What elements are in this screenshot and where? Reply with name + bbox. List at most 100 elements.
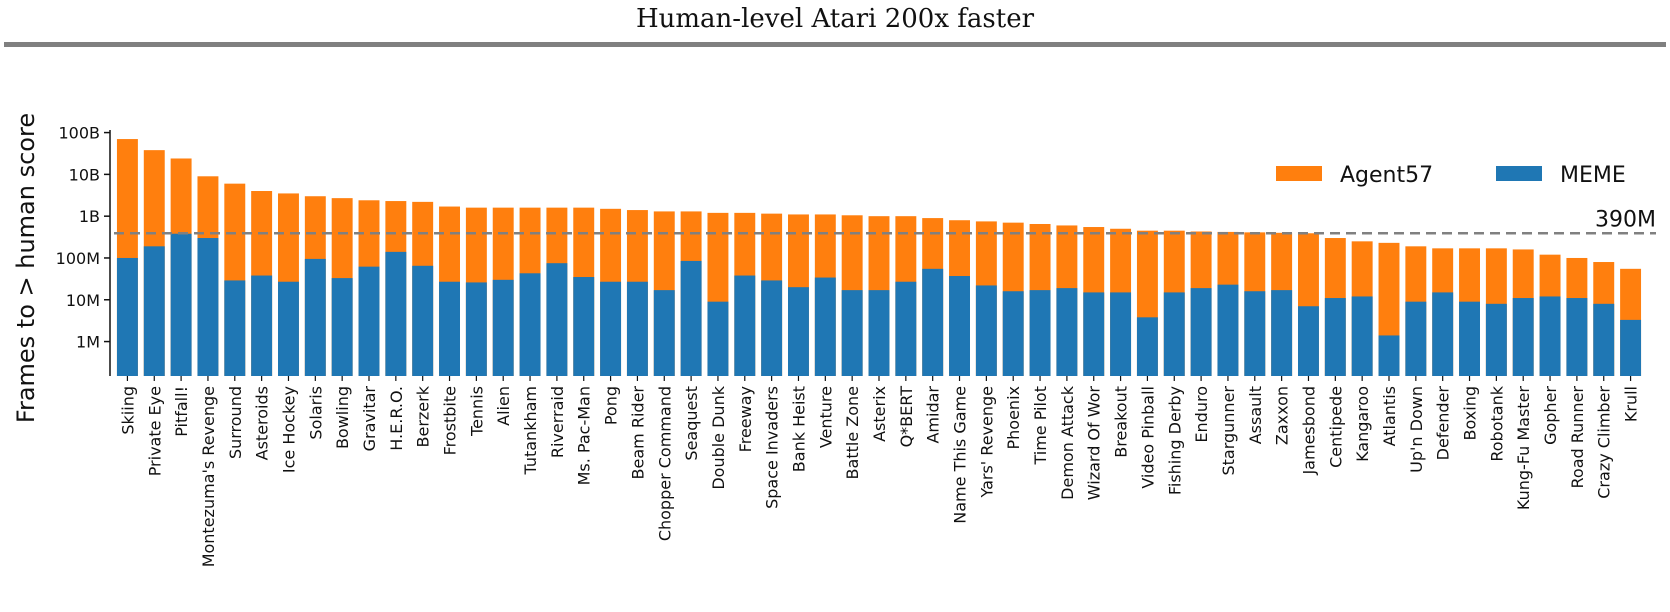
meme-bar-time-pilot (1029, 290, 1051, 376)
meme-bar-space-invaders (761, 280, 783, 376)
meme-bar-name-this-game (949, 276, 970, 376)
meme-bar-pong (600, 281, 622, 376)
y-tick-label: 100B (58, 124, 100, 143)
x-tick-label: Amidar (924, 386, 943, 444)
x-tick-label: Double Dunk (709, 385, 728, 489)
meme-bar-crazy-climber (1593, 303, 1615, 376)
meme-bar-jamesbond (1298, 306, 1319, 376)
y-axis-ticks: 1M 10M 100M 1B 10B 100B (56, 124, 110, 352)
x-tick-label: Atlantis (1380, 386, 1399, 446)
x-tick-label: Gravitar (360, 386, 379, 452)
x-tick-label: Riverraid (548, 386, 567, 458)
x-tick-label: Solaris (306, 386, 325, 440)
x-tick-label: Pitfall! (172, 386, 191, 437)
meme-bar-ice-hockey (278, 281, 299, 376)
x-tick-label: Yars' Revenge (977, 386, 996, 498)
meme-bar-bowling (331, 278, 353, 376)
legend: Agent57 MEME (1276, 163, 1626, 188)
title-divider (4, 42, 1666, 47)
legend-label-meme: MEME (1560, 163, 1626, 188)
y-tick-label: 10M (66, 291, 100, 310)
x-tick-label: Montezuma's Revenge (199, 386, 218, 567)
meme-bar-ms-pac-man (573, 277, 595, 376)
x-tick-label: Ms. Pac-Man (575, 386, 594, 485)
x-tick-label: Berzerk (414, 385, 433, 447)
meme-bar-up-n-down (1405, 301, 1427, 376)
x-tick-label: Name This Game (951, 386, 970, 524)
y-tick-label: 100M (56, 249, 100, 268)
meme-bar-venture (814, 277, 836, 376)
x-tick-label: Tutankham (521, 386, 540, 476)
y-tick-label: 1M (76, 333, 100, 352)
x-tick-label: Demon Attack (1058, 385, 1077, 500)
x-tick-label: Freeway (736, 386, 755, 452)
x-tick-label: Space Invaders (763, 386, 782, 509)
x-tick-label: Surround (226, 386, 245, 459)
x-tick-label: Q*BERT (897, 386, 916, 448)
x-tick-label: Boxing (1461, 386, 1480, 440)
meme-bar-solaris (304, 258, 326, 376)
x-tick-label: Gopher (1541, 386, 1560, 445)
meme-bar-road-runner (1566, 298, 1588, 376)
x-tick-label: Defender (1434, 386, 1453, 461)
x-tick-label: Asteroids (253, 386, 272, 460)
x-tick-label: Asterix (870, 386, 889, 442)
meme-bar-kangaroo (1351, 296, 1373, 376)
meme-bar-asteroids (251, 275, 273, 376)
x-tick-label: Chopper Command (655, 386, 674, 541)
x-tick-label: Crazy Climber (1595, 386, 1614, 499)
meme-bar-asterix (868, 290, 890, 376)
y-tick-label: 1B (79, 207, 100, 226)
x-tick-label: Up'n Down (1407, 386, 1426, 473)
x-tick-label: Skiing (118, 386, 137, 435)
x-axis-labels: Skiing Private Eye Pitfall! Montezuma's Rev… (118, 376, 1641, 567)
meme-bar-tutankham (519, 273, 541, 376)
meme-bar-alien (492, 279, 514, 376)
x-tick-label: Assault (1246, 386, 1265, 444)
meme-bar-breakout (1110, 292, 1132, 376)
meme-bar-boxing (1459, 301, 1480, 376)
meme-bar-wizard-of-wor (1083, 292, 1105, 376)
meme-bar-fishing-derby (1163, 292, 1185, 376)
meme-bar-q-bert (895, 281, 917, 376)
meme-bar-double-dunk (707, 301, 729, 376)
x-tick-label: Kangaroo (1353, 386, 1372, 462)
x-tick-label: Bowling (333, 386, 352, 449)
meme-bar-defender (1432, 292, 1454, 376)
meme-bar-amidar (922, 268, 944, 376)
meme-bar-battle-zone (841, 290, 863, 376)
x-tick-label: Pong (602, 386, 621, 425)
x-tick-label: Ice Hockey (279, 386, 298, 473)
x-tick-label: Alien (494, 386, 513, 426)
y-tick-label: 10B (69, 165, 100, 184)
meme-bar-bank-heist (788, 287, 809, 376)
meme-bar-gopher (1539, 296, 1561, 376)
y-axis-title: Frames to > human score (12, 113, 40, 423)
meme-bar-freeway (734, 275, 756, 376)
meme-bar-yars-revenge (975, 285, 997, 376)
meme-bar-seaquest (680, 260, 702, 376)
meme-bar-zaxxon (1271, 290, 1293, 376)
legend-swatch-meme (1496, 166, 1542, 181)
meme-bar-riverraid (546, 263, 568, 376)
meme-bar-robotank (1485, 303, 1507, 376)
x-tick-label: Tennis (467, 386, 486, 437)
x-tick-label: Private Eye (145, 386, 164, 476)
x-tick-label: Beam Rider (628, 386, 647, 480)
meme-bar-beam-rider (626, 281, 648, 376)
page-title: Human-level Atari 200x faster (635, 4, 1035, 34)
meme-bar-skiing (116, 257, 138, 376)
x-tick-label: Road Runner (1568, 386, 1587, 489)
meme-bar-kung-fu-master (1512, 298, 1534, 376)
meme-bar-stargunner (1217, 284, 1239, 376)
x-tick-label: Phoenix (1004, 386, 1023, 449)
meme-bar-gravitar (358, 266, 380, 376)
x-tick-label: Time Pilot (1031, 386, 1050, 466)
meme-bar-assault (1244, 291, 1266, 376)
x-tick-label: Video Pinball (1138, 386, 1157, 489)
meme-bar-berzerk (412, 265, 434, 376)
meme-bar-chopper-command (653, 290, 675, 376)
x-tick-label: Bank Heist (789, 386, 808, 472)
meme-bar-private-eye (143, 246, 165, 376)
x-tick-label: Frostbite (441, 386, 460, 455)
